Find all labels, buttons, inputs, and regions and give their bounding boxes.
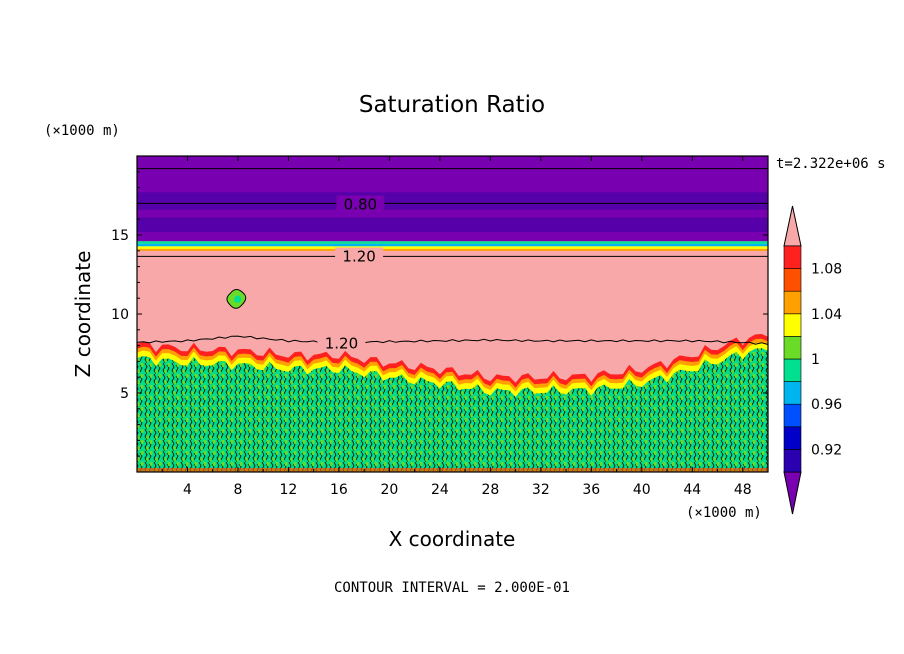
field-boundary-layer: [137, 348, 768, 472]
x-tick-label: 8: [233, 482, 242, 498]
colorbar: 1.08 1.04 1 0.96 0.92: [783, 205, 842, 515]
x-tick-label: 20: [380, 482, 398, 498]
colorbar-under-arrow: [783, 471, 802, 515]
contour-label-bg: [335, 247, 384, 264]
x-axis-label: X coordinate: [389, 527, 516, 551]
colorbar-swatch: [783, 245, 802, 269]
field-dry-band: [137, 192, 768, 210]
y-tick-label: 5: [120, 386, 129, 402]
colorbar-label: 0.92: [811, 442, 842, 458]
colorbar-swatch: [783, 449, 802, 473]
contour-label-bg: [317, 334, 366, 351]
colorbar-label: 1.04: [811, 307, 842, 323]
y-tick-label: 10: [111, 307, 129, 323]
contour-label: 0.80: [344, 195, 377, 213]
colorbar-swatch: [783, 381, 802, 405]
colorbar-swatch: [783, 426, 802, 450]
y-axis-unit: (×1000 m): [44, 123, 120, 139]
x-axis-unit: (×1000 m): [686, 505, 762, 521]
chart-title: Saturation Ratio: [359, 92, 545, 118]
x-tick-label: 32: [532, 482, 550, 498]
colorbar-swatch: [783, 313, 802, 337]
x-tick-label: 44: [683, 482, 701, 498]
contour-label: 1.20: [342, 248, 375, 266]
x-axis-ticks: 4 8 12 16 20 24 28 32 36 40 44 48: [161, 156, 752, 498]
colorbar-swatch: [783, 403, 802, 428]
colorbar-swatch: [783, 268, 802, 292]
contour-label-bg: [336, 195, 385, 212]
colorbar-over-arrow: [783, 205, 802, 247]
y-tick-label: 15: [111, 228, 129, 244]
field-transition-band: [137, 248, 768, 252]
x-tick-label: 4: [183, 482, 192, 498]
colorbar-swatch: [783, 358, 802, 382]
x-tick-label: 36: [582, 482, 600, 498]
colorbar-label: 1: [811, 352, 820, 368]
field-cloud-blob-core: [234, 295, 242, 303]
x-tick-label: 40: [633, 482, 651, 498]
x-tick-label: 48: [734, 482, 752, 498]
x-tick-label: 24: [431, 482, 449, 498]
contour-line-1-20-lower: [137, 335, 768, 345]
time-label: t=2.322e+06 s: [776, 156, 886, 172]
colorbar-label: 0.96: [811, 397, 842, 413]
x-tick-label: 12: [280, 482, 298, 498]
contour-interval-note: CONTOUR INTERVAL = 2.000E-01: [334, 580, 570, 596]
contour-label: 1.20: [325, 334, 358, 352]
x-tick-label: 16: [330, 482, 348, 498]
contour-lines: [137, 168, 768, 345]
field-transition-band: [137, 246, 768, 249]
field-transition-band: [137, 243, 768, 247]
y-axis-label: Z coordinate: [71, 251, 95, 378]
field-transition-band: [137, 241, 768, 244]
colorbar-label: 1.08: [811, 262, 842, 278]
plot-field: [137, 156, 768, 472]
colorbar-swatch: [783, 336, 802, 360]
field-surface-layer: [137, 468, 768, 472]
colorbar-swatch: [783, 290, 802, 315]
y-axis-ticks: 5 10 15: [111, 171, 768, 457]
x-tick-label: 28: [481, 482, 499, 498]
contour-labels: 0.80 1.20 1.20: [317, 195, 385, 352]
field-dry-band: [137, 217, 768, 232]
